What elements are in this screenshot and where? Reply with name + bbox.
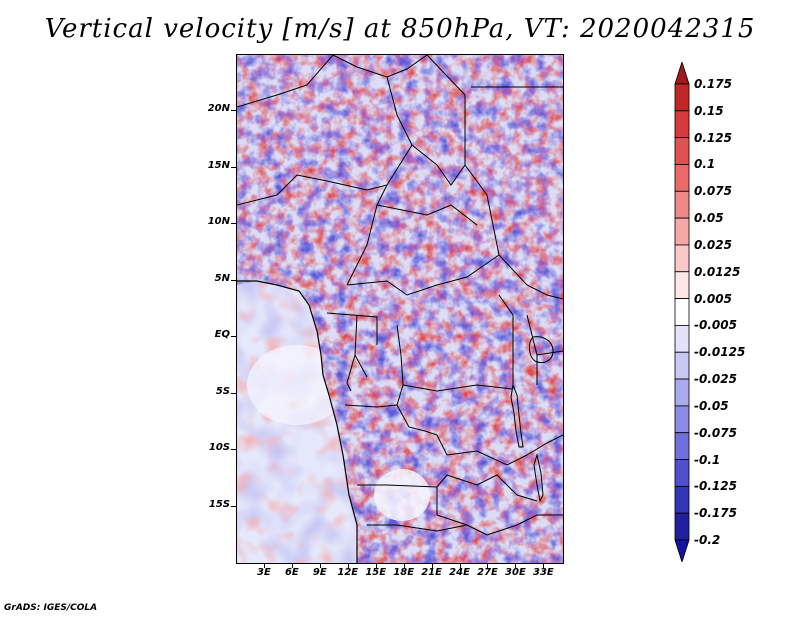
lon-tick-label: 3E <box>257 567 271 578</box>
lon-tick-label: 12E <box>337 567 359 578</box>
colorbar-segment <box>674 298 690 326</box>
lon-tick-label: 15E <box>365 567 387 578</box>
lon-tick-mark <box>459 563 461 568</box>
colorbar-label: 0.175 <box>694 77 732 91</box>
map-title: Vertical velocity [m/s] at 850hPa, VT: 2… <box>44 14 756 44</box>
lat-tick-label: 5S <box>215 385 230 397</box>
colorbar-segment <box>674 137 690 165</box>
colorbar-segment <box>674 351 690 380</box>
colorbar-segment <box>674 164 690 192</box>
colorbar-label: 0.005 <box>694 291 732 306</box>
lat-tick-label: 5N <box>214 272 230 284</box>
lat-tick-label: 20N <box>207 103 230 115</box>
lon-tick-mark <box>319 563 321 568</box>
lon-tick-mark <box>263 563 265 568</box>
colorbar-segment <box>674 432 690 460</box>
lon-tick-mark <box>291 563 293 568</box>
colorbar-label: -0.025 <box>694 372 737 387</box>
lon-tick-label: 21E <box>421 567 442 578</box>
lon-tick-mark <box>431 563 433 568</box>
lat-tick-label: 15N <box>207 159 230 171</box>
lon-tick-mark <box>375 563 377 568</box>
lon-tick-mark <box>403 563 405 568</box>
lon-tick-label: 9E <box>312 567 327 578</box>
colorbar-segment <box>674 190 690 219</box>
lon-tick-label: 6E <box>284 567 299 578</box>
lon-tick-label: 18E <box>393 567 415 578</box>
lake-malawi <box>533 453 544 503</box>
colorbar-segment <box>674 271 690 299</box>
lon-tick-label: 24E <box>449 567 470 578</box>
colorbar-segment <box>674 325 690 353</box>
colorbar-segment <box>674 244 690 273</box>
colorbar-label: -0.075 <box>694 425 737 440</box>
lat-tick-label: 10N <box>207 216 230 228</box>
lat-tick-mark <box>231 392 236 394</box>
lon-tick-mark <box>543 563 545 568</box>
colorbar-segment <box>674 110 690 139</box>
coastline <box>237 280 358 563</box>
colorbar-label: 0.0125 <box>694 264 741 279</box>
lat-tick-mark <box>231 449 236 451</box>
colorbar-segment <box>674 217 690 246</box>
lat-tick-mark <box>231 336 236 338</box>
lat-tick-label: 10S <box>208 442 230 454</box>
grads-credit: GrADS: IGES/COLA <box>4 603 98 613</box>
vertical-velocity-field <box>237 55 563 563</box>
lat-tick-mark <box>231 279 236 281</box>
colorbar-label: 0.125 <box>694 130 732 145</box>
lake-victoria <box>528 336 554 364</box>
colorbar-segment <box>674 83 690 112</box>
lat-tick-mark <box>231 505 236 507</box>
lon-tick-label: 30E <box>505 567 526 578</box>
colorbar-segment <box>674 459 690 487</box>
map-panel <box>236 54 564 564</box>
kalahari-calm-patch <box>374 469 430 521</box>
lat-tick-label: 15S <box>208 498 230 510</box>
lon-tick-mark <box>487 563 489 568</box>
colorbar-top-arrow <box>674 62 690 85</box>
colorbar-label: 0.1 <box>694 157 716 172</box>
colorbar-label: -0.2 <box>694 533 721 547</box>
lon-tick-label: 27E <box>477 567 498 578</box>
colorbar-bottom-arrow <box>674 539 690 562</box>
colorbar-label: -0.1 <box>694 452 721 467</box>
lat-tick-mark <box>231 223 236 225</box>
colorbar-label: 0.025 <box>694 237 732 252</box>
lat-tick-label: EQ <box>214 329 230 341</box>
lon-tick-mark <box>515 563 517 568</box>
colorbar-segment <box>674 378 690 407</box>
country-borders <box>237 55 563 536</box>
colorbar <box>674 62 690 562</box>
colorbar-label: -0.05 <box>694 398 729 413</box>
colorbar-segment <box>674 405 690 434</box>
colorbar-label: 0.15 <box>694 103 724 118</box>
lat-tick-mark <box>231 110 236 112</box>
colorbar-segment <box>674 485 690 514</box>
colorbar-label: 0.05 <box>694 211 724 226</box>
colorbar-label: -0.125 <box>694 479 737 494</box>
colorbar-segment <box>674 512 690 541</box>
colorbar-label: 0.075 <box>694 184 732 199</box>
colorbar-label: -0.0125 <box>694 345 746 360</box>
lake-tanganyika <box>510 383 524 448</box>
lat-tick-mark <box>231 166 236 168</box>
lon-tick-mark <box>347 563 349 568</box>
colorbar-label: -0.005 <box>694 318 737 333</box>
lon-tick-label: 33E <box>532 567 554 578</box>
colorbar-label: -0.175 <box>694 506 737 521</box>
